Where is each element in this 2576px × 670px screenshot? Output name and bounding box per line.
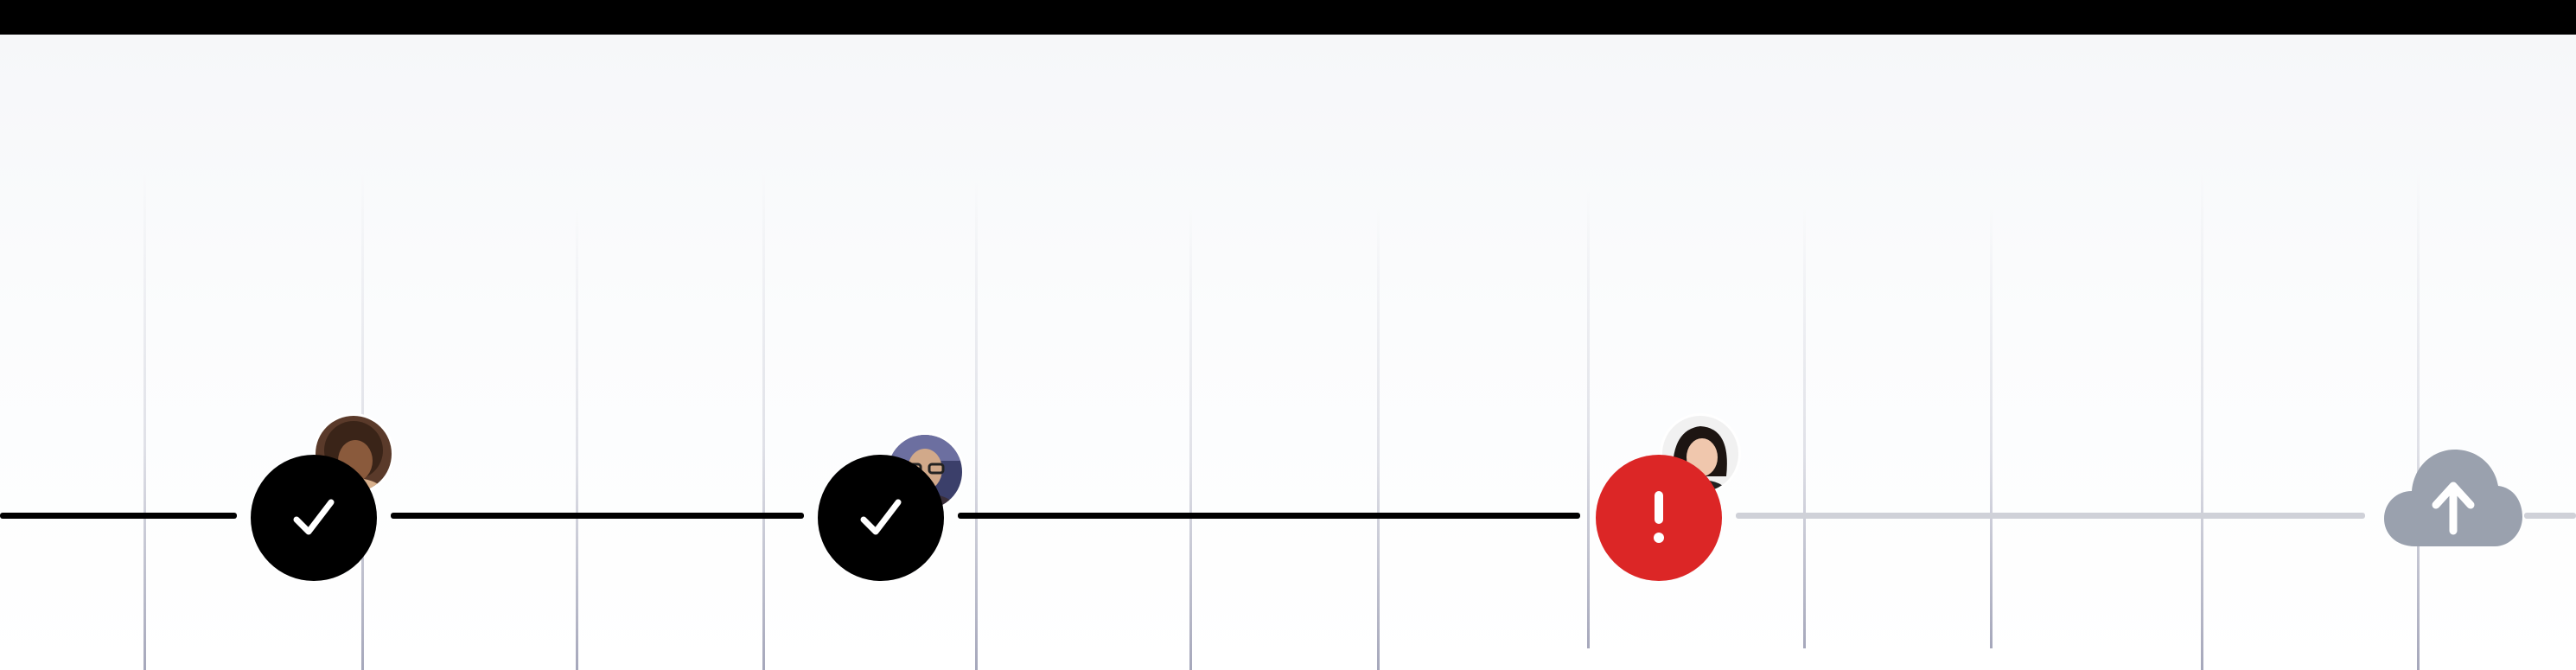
connector-line-complete: [391, 513, 804, 519]
cloud-upload-icon: [2384, 450, 2522, 546]
grid-line: [1587, 190, 1590, 648]
grid-line: [975, 182, 978, 670]
grid-line: [1377, 207, 1380, 670]
step-error-node[interactable]: [1596, 455, 1722, 581]
grid-line: [762, 173, 765, 670]
grid-line: [2201, 173, 2203, 670]
grid-line: [1189, 207, 1192, 670]
connector-line-complete: [0, 513, 237, 519]
step-upcoming-node[interactable]: [2382, 441, 2524, 552]
grid-line: [2417, 173, 2420, 670]
grid-line: [1803, 207, 1806, 648]
connector-line-pending: [2524, 513, 2576, 519]
step-complete-node[interactable]: [818, 455, 944, 581]
grid-line: [143, 173, 146, 670]
timeline-canvas: [0, 35, 2576, 670]
connector-line-pending: [1736, 513, 2365, 519]
check-icon: [860, 499, 902, 535]
grid-line: [1990, 207, 1993, 648]
exclamation-icon: [1654, 491, 1664, 543]
grid-line: [576, 207, 578, 670]
check-icon: [293, 499, 335, 535]
top-bar: [0, 0, 2576, 35]
connector-line-complete: [958, 513, 1580, 519]
step-complete-node[interactable]: [251, 455, 377, 581]
